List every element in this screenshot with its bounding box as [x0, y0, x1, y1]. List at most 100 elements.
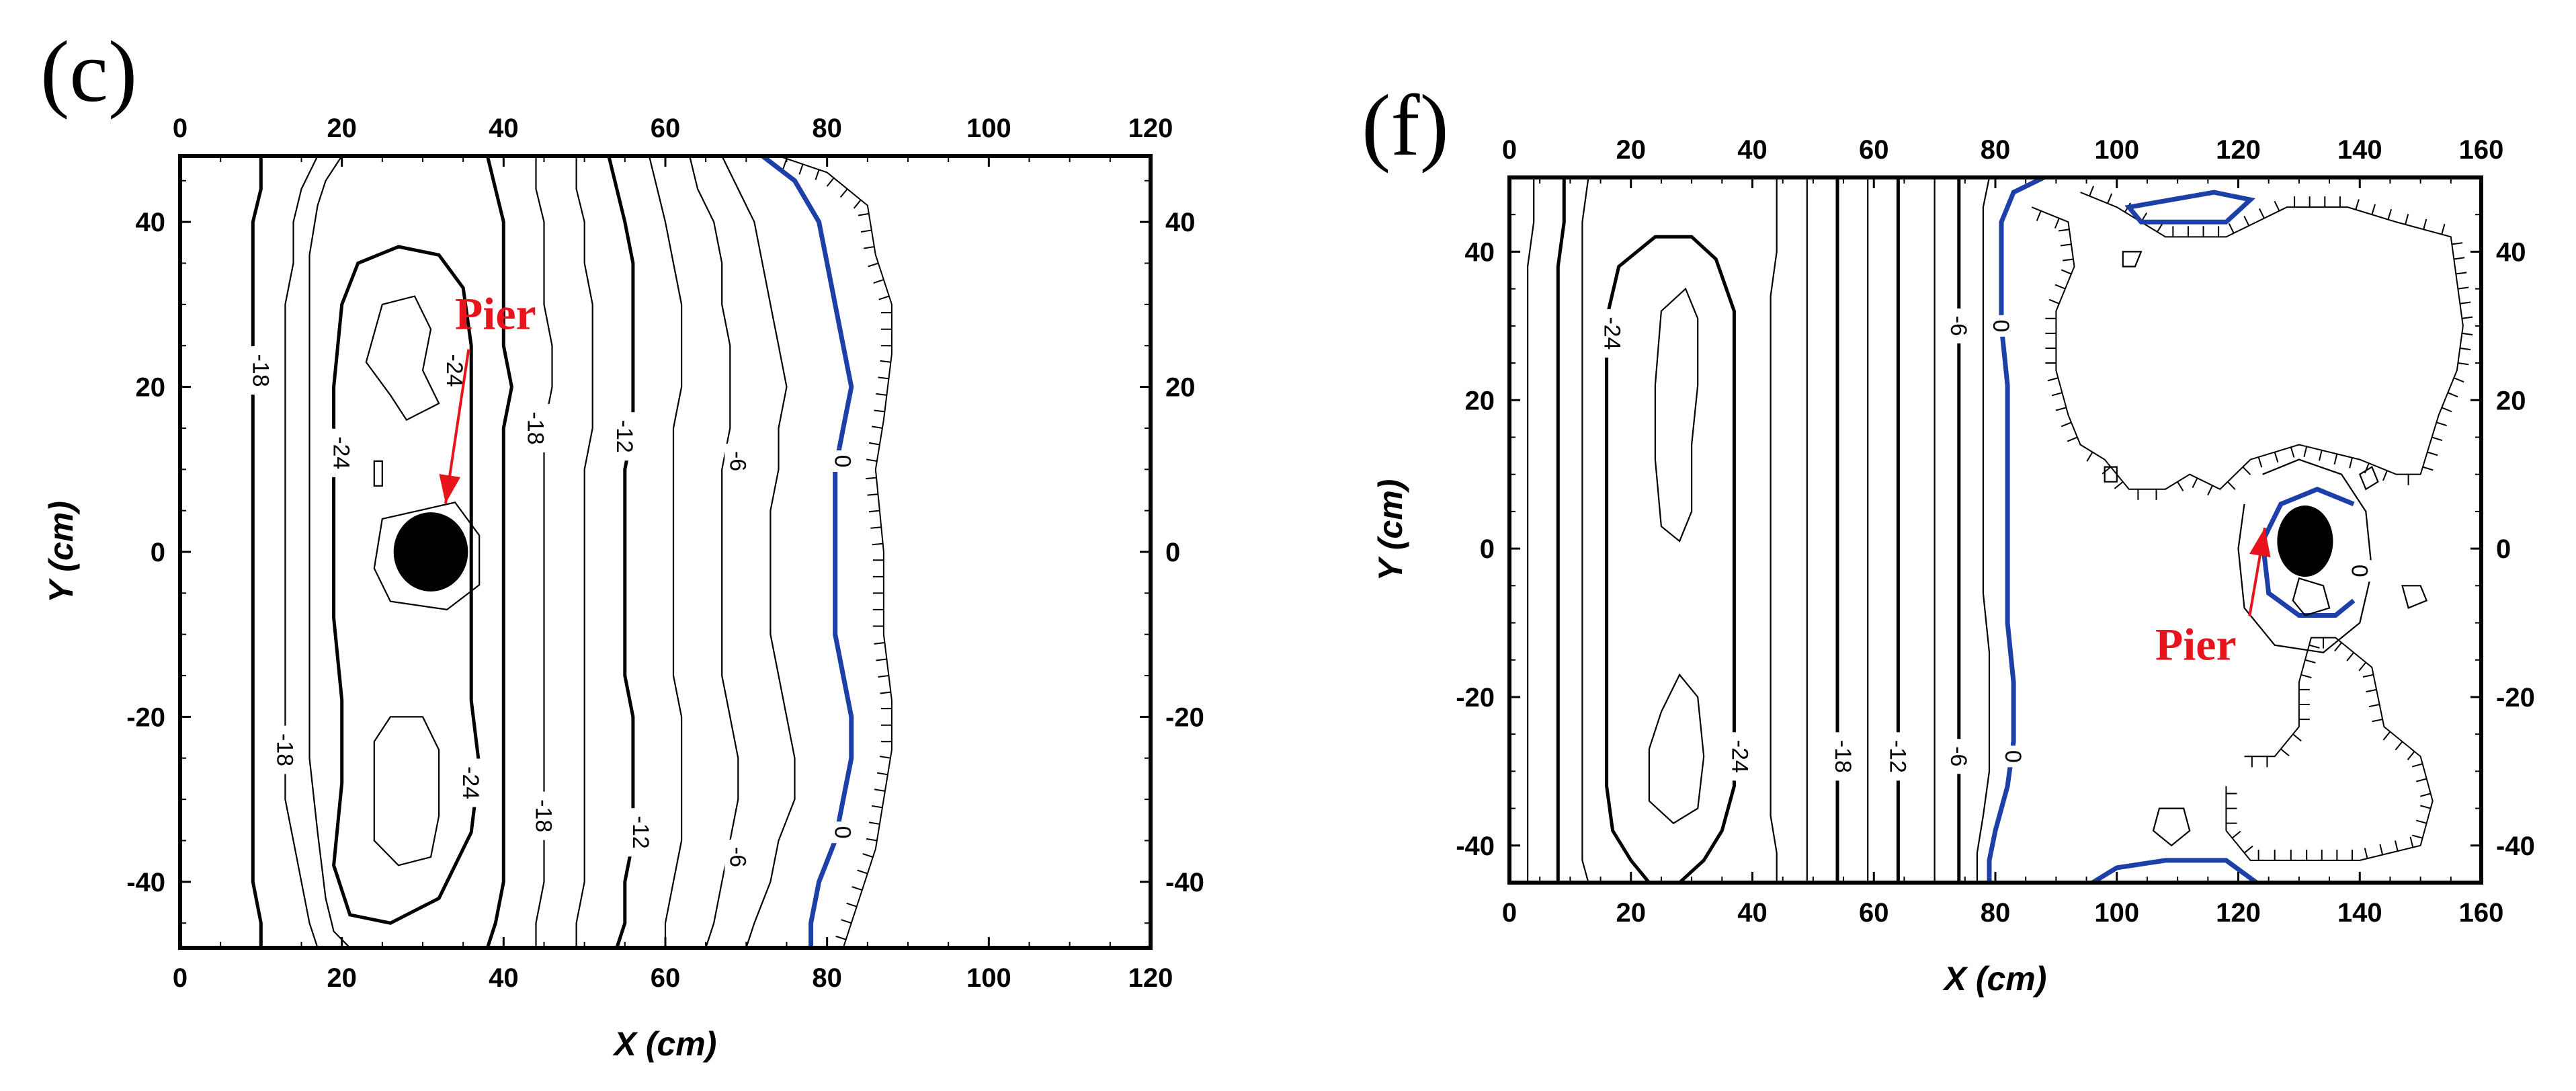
contour-label-bg [530, 791, 558, 840]
hatch-mark [2048, 298, 2060, 305]
contour-line-1 [721, 156, 796, 948]
hatch-mark [2243, 845, 2253, 854]
hatch-mark [815, 169, 820, 180]
panel-label: (c) [40, 24, 137, 120]
contour-label-group-1: -6 [1945, 308, 1972, 344]
hatch-mark [874, 409, 885, 413]
y-tick-label-right-1: -20 [1165, 702, 1204, 732]
hatch-mark [2411, 763, 2423, 768]
contour-line-10 [373, 716, 440, 866]
hatch-mark [2227, 481, 2236, 490]
hatch-mark [2432, 436, 2443, 442]
contour-line-17 [2260, 487, 2356, 618]
contour-line-12 [1556, 177, 1566, 883]
x-tick-label-top-7: 140 [2337, 135, 2382, 165]
contour-line-13 [284, 156, 319, 948]
y-axis-title: Y (cm) [42, 501, 80, 603]
contour-label-5: -6 [724, 451, 750, 471]
hatch-mark [876, 658, 887, 661]
hatch-mark [2346, 652, 2354, 661]
hatch-mark [2427, 451, 2438, 456]
contour-label-group-8: -24 [458, 758, 485, 807]
hatch-mark [2441, 223, 2446, 235]
hatch-mark [2060, 243, 2072, 247]
contour-label-bg [611, 412, 638, 461]
hatch-mark [2458, 286, 2469, 290]
contour-label-group-12: 0 [829, 821, 857, 844]
pier-annotation: Pier [455, 288, 536, 339]
contour-label-bg [724, 444, 752, 479]
hatch-mark [2062, 258, 2074, 261]
y-tick-label-left-3: 20 [136, 373, 166, 403]
pier-arrow-head [439, 474, 461, 503]
hatch-mark [2334, 642, 2342, 652]
hatch-mark [876, 772, 888, 776]
y-tick-label-right-2: 0 [1165, 538, 1180, 567]
contour-label-group-10: -12 [627, 808, 655, 857]
contour-line-14 [251, 156, 263, 948]
hatch-mark [835, 935, 847, 940]
contour-line-13 [1527, 177, 1535, 883]
hatch-mark [2405, 214, 2409, 225]
hatch-mark [2456, 272, 2467, 275]
hatch-mark [2067, 436, 2078, 442]
hatch-mark [2349, 457, 2353, 469]
y-tick-label-right-3: 20 [2496, 386, 2526, 415]
hatch-mark [2107, 193, 2113, 204]
y-tick-label-left-4: 40 [136, 208, 166, 237]
contour-label-group-3: -18 [522, 403, 550, 452]
hatch-mark [841, 919, 852, 924]
hatch-mark [2047, 377, 2059, 382]
contour-label-group-9: -18 [530, 791, 558, 840]
hatch-mark [2358, 661, 2367, 672]
hatch-mark [851, 886, 863, 891]
panel-c: -18 -24 -24 -18 -12 -6 0 -18 -24 -18 -12 -6 0 0 0 20 20 4… [40, 24, 1204, 1063]
contour-line-19 [2292, 577, 2331, 616]
hatch-mark [2379, 844, 2384, 855]
x-tick-label-top-1: 20 [1616, 135, 1647, 165]
contour-label-1: -24 [329, 436, 354, 469]
contour-label-bg [1988, 315, 2016, 337]
hatch-mark [878, 295, 890, 300]
hatch-mark [2364, 848, 2368, 859]
x-tick-label-top-6: 120 [2216, 135, 2261, 165]
hatch-mark [2242, 466, 2251, 475]
contour-line-7 [485, 156, 513, 948]
hatch-mark [2102, 466, 2112, 475]
contour-line-15 [2124, 190, 2256, 225]
x-tick-label-top-2: 40 [1737, 135, 1768, 165]
hatch-mark [880, 691, 891, 694]
contour-label-5: -18 [1830, 740, 1856, 773]
plot-frame [178, 154, 1153, 950]
x-tick-label-top-2: 40 [489, 114, 519, 143]
x-tick-label-bottom-5: 100 [2094, 898, 2139, 928]
panel-f: -24 -6 0 0 -24 -18 -12 -6 0 0 0 20 20 40 40 60 60 80 80 100… [1362, 77, 2535, 998]
hatch-mark [2036, 210, 2042, 221]
hatch-mark [2362, 674, 2374, 678]
contour-label-10: -12 [628, 816, 653, 849]
contour-line-10 [1654, 287, 1699, 542]
contour-label-group-3: 0 [2346, 560, 2374, 582]
hatch-mark [2304, 659, 2316, 663]
x-tick-label-top-3: 60 [1859, 135, 1889, 165]
contour-line-2 [689, 156, 739, 948]
contour-label-11: -6 [724, 847, 750, 867]
hatch-mark [2415, 819, 2427, 824]
hatch-mark [2177, 481, 2184, 491]
x-tick-label-bottom-2: 40 [1737, 898, 1768, 928]
hatch-mark [839, 188, 848, 198]
contour-label-group-5: -18 [1830, 732, 1858, 781]
y-tick-label-left-1: -20 [126, 702, 165, 732]
hatch-mark [2058, 229, 2070, 232]
plot-area: -18 -24 -24 -18 -12 -6 0 -18 -24 -18 -12 -6 0 [247, 156, 892, 948]
x-tick-label-bottom-6: 120 [2216, 898, 2261, 928]
contour-label-bg [522, 403, 550, 452]
hatch-mark [2055, 407, 2067, 411]
hatch-mark [2441, 407, 2452, 413]
contour-label-group-2: -24 [442, 346, 469, 395]
contour-line-15 [308, 156, 351, 948]
pier-marker [393, 512, 468, 592]
y-tick-label-left-0: -40 [1456, 832, 1495, 861]
x-tick-label-bottom-0: 0 [173, 963, 188, 993]
contour-label-3: 0 [2346, 565, 2372, 577]
